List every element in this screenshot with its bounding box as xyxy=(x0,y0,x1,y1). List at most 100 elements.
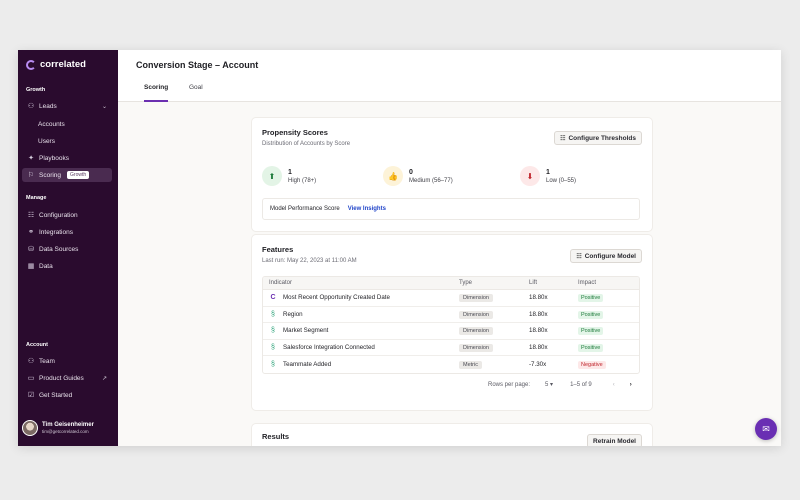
sidebar-item-accounts[interactable]: Accounts xyxy=(22,117,112,131)
configure-thresholds-button[interactable]: ☷ Configure Thresholds xyxy=(554,131,642,145)
sidebar-item-leads[interactable]: ⚇ Leads ⌄ xyxy=(22,99,112,113)
page-range: 1–5 of 9 xyxy=(570,381,592,388)
section-growth: Growth xyxy=(26,87,46,93)
section-manage: Manage xyxy=(26,195,47,201)
button-label: Configure Thresholds xyxy=(568,134,636,142)
score-low: ⬇ 1 Low (0–55) xyxy=(520,166,576,186)
sidebar-item-data[interactable]: ▦ Data xyxy=(22,259,112,273)
configure-model-button[interactable]: ☷ Configure Model xyxy=(570,249,642,263)
arrow-up-circle-icon: ⬆ xyxy=(262,166,282,186)
sidebar-item-team[interactable]: ⚇ Team xyxy=(22,354,112,368)
sidebar-item-label: Data xyxy=(39,262,53,270)
rows-per-page-label: Rows per page: xyxy=(488,381,531,388)
last-run-text: Last run: May 22, 2023 at 11:00 AM xyxy=(262,258,357,264)
score-high: ⬆ 1 High (78+) xyxy=(262,166,316,186)
lift-value: 18.80x xyxy=(529,310,548,318)
column-header-indicator: Indicator xyxy=(269,280,293,286)
indicator-name: Salesforce Integration Connected xyxy=(283,343,375,351)
checkbox-icon: ☑ xyxy=(27,392,35,399)
salesforce-sync-icon: § xyxy=(271,343,275,351)
indicator-name: Most Recent Opportunity Created Date xyxy=(283,294,390,302)
table-row[interactable]: § Teammate Added Metric -7.30x Negative xyxy=(263,356,639,373)
sidebar-item-label: Integrations xyxy=(39,228,73,236)
salesforce-sync-icon: § xyxy=(271,327,275,335)
app-name: correlated xyxy=(40,59,86,70)
features-card: Features Last run: May 22, 2023 at 11:00… xyxy=(252,235,652,410)
chevron-down-icon: ⌄ xyxy=(101,103,107,110)
column-header-lift: Lift xyxy=(529,280,538,286)
table-header: Indicator Type Lift Impact xyxy=(263,277,639,290)
results-card: Results Retrain Model xyxy=(252,424,652,446)
impact-badge: Negative xyxy=(578,360,606,369)
rows-per-page-value: 5 xyxy=(545,382,549,388)
sidebar-item-users[interactable]: Users xyxy=(22,134,112,148)
button-label: Configure Model xyxy=(584,252,636,260)
logo[interactable]: correlated xyxy=(26,59,86,70)
sparkle-icon: ✦ xyxy=(28,155,34,162)
sidebar-item-configuration[interactable]: ☷ Configuration xyxy=(22,208,112,222)
card-subtitle: Distribution of Accounts by Score xyxy=(262,141,351,147)
sidebar-item-label: Leads xyxy=(39,102,57,110)
sidebar-item-label: Playbooks xyxy=(39,154,69,162)
view-insights-link[interactable]: View Insights xyxy=(347,206,386,212)
user-plus-icon: ⚇ xyxy=(27,358,35,365)
type-pill: Metric xyxy=(459,360,482,369)
table-icon: ▦ xyxy=(27,263,35,270)
sliders-icon: ☷ xyxy=(576,253,582,260)
score-medium: 👍 0 Medium (56–77) xyxy=(383,166,453,186)
growth-badge: Growth xyxy=(67,171,90,179)
link-icon: ⚭ xyxy=(28,229,34,236)
impact-badge: Positive xyxy=(578,327,604,336)
sidebar-item-label: Users xyxy=(38,137,55,145)
caret-down-icon: ▾ xyxy=(550,382,554,388)
lift-value: 18.80x xyxy=(529,327,548,335)
sidebar: correlated Growth ⚇ Leads ⌄ Accounts Use… xyxy=(18,50,118,446)
sidebar-item-get-started[interactable]: ☑ Get Started xyxy=(22,388,112,402)
card-title: Propensity Scores xyxy=(262,128,328,137)
table-row[interactable]: § Salesforce Integration Connected Dimens… xyxy=(263,340,639,356)
chat-icon[interactable]: ✉ xyxy=(755,418,777,440)
tab-scoring[interactable]: Scoring xyxy=(144,84,169,102)
sidebar-item-label: Accounts xyxy=(38,120,65,128)
button-label: Retrain Model xyxy=(593,437,636,445)
score-label: High (78+) xyxy=(288,177,317,184)
model-performance-label: Model Performance Score xyxy=(270,206,340,212)
sidebar-item-scoring[interactable]: ⚐ Scoring Growth xyxy=(22,168,112,182)
sidebar-item-integrations[interactable]: ⚭ Integrations xyxy=(22,225,112,239)
user-email: tim@getcorrelated.com xyxy=(42,429,89,434)
model-performance-row: Model Performance Score View Insights xyxy=(262,198,640,220)
sidebar-item-product-guides[interactable]: ▭ Product Guides ↗ xyxy=(22,371,112,385)
lift-value: 18.80x xyxy=(529,343,548,351)
score-count: 1 xyxy=(546,168,550,176)
section-account: Account xyxy=(26,342,48,348)
chevron-left-icon[interactable]: ‹ xyxy=(612,381,615,388)
score-count: 1 xyxy=(288,168,292,176)
sidebar-item-playbooks[interactable]: ✦ Playbooks xyxy=(22,151,112,165)
impact-badge: Positive xyxy=(578,310,604,319)
table-row[interactable]: § Market Segment Dimension 18.80x Positiv… xyxy=(263,323,639,340)
type-pill: Dimension xyxy=(459,327,493,336)
chevron-right-icon[interactable]: › xyxy=(629,381,632,388)
impact-badge: Positive xyxy=(578,294,604,303)
retrain-model-button[interactable]: Retrain Model xyxy=(587,434,642,446)
column-header-impact: Impact xyxy=(578,280,597,286)
table-row[interactable]: § Region Dimension 18.80x Positive xyxy=(263,307,639,323)
features-table: Indicator Type Lift Impact C Most Recent … xyxy=(262,276,640,374)
flag-icon: ⚐ xyxy=(27,172,35,179)
score-count: 0 xyxy=(409,168,413,176)
page-header: Conversion Stage – Account Scoring Goal xyxy=(118,50,781,102)
table-row[interactable]: C Most Recent Opportunity Created Date Di… xyxy=(263,290,639,307)
sidebar-item-label: Product Guides xyxy=(39,374,84,382)
sidebar-item-label: Scoring xyxy=(39,171,62,179)
user-profile[interactable]: Tim Geisenheimer tim@getcorrelated.com xyxy=(22,420,94,436)
impact-badge: Positive xyxy=(578,343,604,352)
sidebar-item-label: Configuration xyxy=(39,211,78,219)
salesforce-sync-icon: § xyxy=(271,360,275,368)
lift-value: -7.30x xyxy=(529,360,547,368)
database-icon: ⛁ xyxy=(28,246,34,253)
indicator-name: Region xyxy=(283,310,303,318)
rows-per-page-select[interactable]: 5 ▾ xyxy=(545,381,553,388)
external-link-icon: ↗ xyxy=(101,375,107,382)
sidebar-item-data-sources[interactable]: ⛁ Data Sources xyxy=(22,242,112,256)
tab-goal[interactable]: Goal xyxy=(189,84,203,91)
